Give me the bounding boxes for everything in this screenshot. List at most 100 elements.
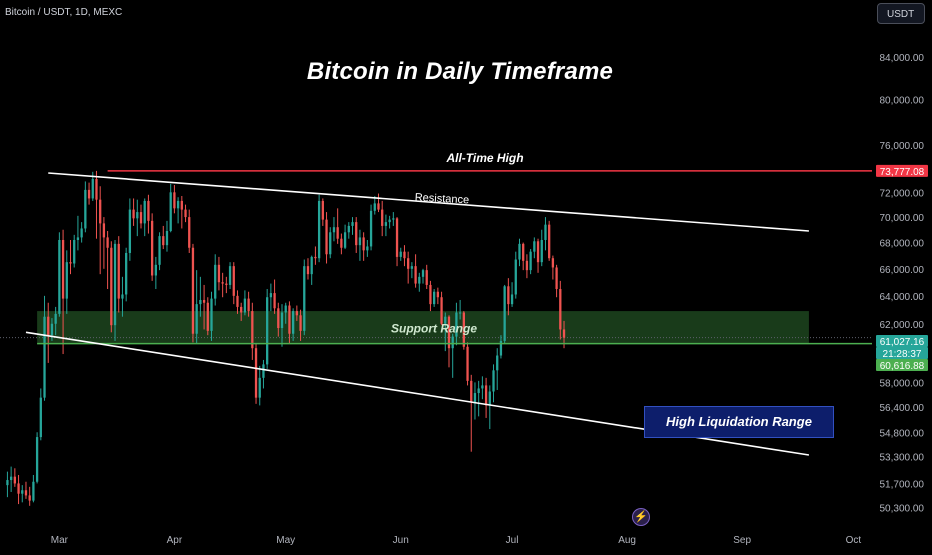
candle: [269, 283, 273, 312]
candle: [214, 254, 217, 306]
symbol-info: Bitcoin / USDT, 1D, MEXC: [5, 7, 123, 18]
candle: [473, 382, 477, 420]
currency-button[interactable]: USDT: [877, 3, 925, 24]
candle-body: [444, 316, 447, 324]
candle: [251, 302, 254, 360]
candle-body: [559, 289, 562, 330]
candle: [373, 195, 376, 215]
candle-body: [35, 437, 39, 482]
candle-body: [470, 380, 473, 403]
candle-body: [295, 311, 299, 316]
candle: [425, 264, 428, 290]
candle-body: [336, 227, 339, 239]
y-tick-label: 84,000.00: [880, 53, 925, 64]
candle-body: [299, 315, 302, 331]
candle-body: [306, 266, 310, 275]
candle-body: [210, 298, 213, 331]
resistance-line: [48, 172, 809, 232]
candle: [65, 250, 68, 314]
candle-body: [381, 209, 384, 226]
candle-body: [421, 270, 425, 277]
candle: [54, 306, 57, 336]
candle: [332, 217, 336, 242]
candle: [529, 249, 532, 275]
candle-body: [13, 476, 16, 484]
candle: [273, 279, 276, 314]
candle: [291, 308, 295, 341]
candle: [99, 186, 102, 275]
candle: [280, 304, 284, 347]
candle-body: [432, 291, 436, 305]
price-tag-label: 21:28:37: [883, 349, 922, 360]
candle-body: [384, 222, 388, 226]
candle-body: [358, 237, 362, 246]
candle-body: [184, 209, 187, 218]
candle: [555, 264, 558, 298]
candle-body: [340, 238, 343, 248]
candle-body: [228, 266, 232, 285]
candle-body: [548, 224, 551, 259]
candle-body: [540, 239, 543, 263]
candle-body: [24, 490, 28, 496]
candle-body: [121, 294, 124, 299]
candle: [6, 471, 9, 498]
candle: [39, 388, 42, 441]
candle-body: [266, 297, 269, 365]
candle: [113, 239, 117, 341]
candle: [381, 200, 384, 237]
candle-body: [455, 312, 458, 337]
candle-body: [310, 256, 313, 275]
candle: [536, 238, 540, 273]
bolt-icon[interactable]: ⚡: [632, 508, 650, 526]
candle-body: [503, 286, 506, 341]
candle-body: [243, 298, 247, 313]
resistance-label: Resistance: [414, 192, 469, 207]
candle: [202, 284, 206, 330]
candle: [262, 359, 265, 389]
candle: [147, 194, 150, 234]
candle: [310, 255, 313, 285]
y-tick-label: 68,000.00: [880, 239, 925, 250]
candle-body: [65, 262, 68, 299]
candle-body: [436, 291, 440, 298]
candle-body: [288, 305, 291, 334]
candle: [410, 262, 414, 279]
candle: [544, 217, 547, 251]
candle-body: [58, 239, 61, 314]
price-tag: 73,777.08: [876, 164, 928, 178]
candle: [429, 280, 432, 312]
candle-body: [343, 232, 347, 248]
candle: [377, 193, 380, 213]
candle: [303, 259, 306, 336]
candle: [496, 348, 499, 390]
candle-body: [128, 209, 132, 253]
candle-body: [39, 397, 42, 438]
candle: [336, 208, 339, 244]
candle-body: [176, 200, 180, 209]
candle: [392, 212, 395, 226]
price-tag: 60,616.88: [876, 359, 928, 372]
candle-body: [251, 311, 254, 349]
candle: [447, 315, 451, 368]
candle-body: [377, 203, 380, 210]
candle: [165, 220, 169, 252]
y-tick-label: 50,300.00: [880, 504, 925, 515]
candle-body: [136, 212, 139, 219]
candle-body: [317, 200, 321, 259]
candle: [369, 204, 373, 251]
candle-body: [473, 393, 477, 403]
candle-body: [180, 200, 183, 210]
candle: [110, 241, 113, 333]
candle: [184, 204, 187, 223]
candle: [288, 301, 291, 344]
candle-body: [95, 179, 98, 200]
candle: [258, 365, 261, 406]
candle: [403, 245, 406, 267]
candle: [343, 224, 347, 250]
price-tag-bg: [876, 335, 928, 347]
candle-body: [314, 256, 317, 259]
x-tick-label: Oct: [846, 535, 862, 546]
candle-body: [21, 490, 24, 494]
